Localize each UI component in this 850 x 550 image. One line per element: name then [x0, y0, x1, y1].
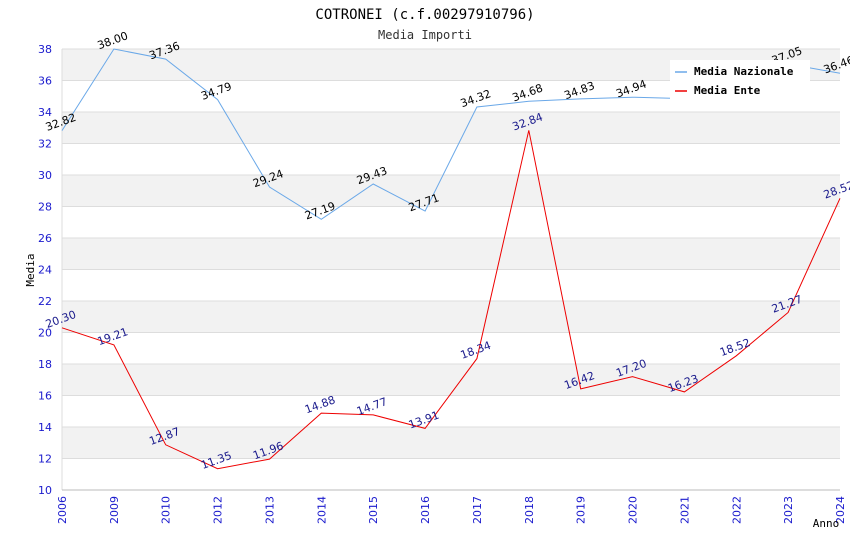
- plot-band: [62, 175, 840, 207]
- x-tick-label: 2022: [730, 496, 743, 524]
- x-tick-label: 2018: [523, 496, 536, 524]
- y-axis-label: Media: [24, 253, 37, 286]
- x-tick-label: 2019: [575, 496, 588, 524]
- x-tick-label: 2009: [108, 496, 121, 524]
- chart-subtitle: Media Importi: [378, 28, 472, 42]
- x-tick-label: 2023: [782, 496, 795, 524]
- y-tick-label: 20: [38, 327, 52, 340]
- grid-lines: [62, 48, 840, 491]
- x-axis-ticks: 2006 2009 2010 2012 2013 2014 2015 2016 2017 2018…: [56, 496, 847, 524]
- axes: [61, 49, 840, 491]
- plot-band: [62, 112, 840, 144]
- series-line-media-ente: [61, 130, 841, 470]
- x-tick-label: 2010: [160, 496, 173, 524]
- plot-band: [62, 364, 840, 396]
- legend-label-media-ente: Media Ente: [694, 84, 761, 97]
- y-tick-label: 24: [38, 264, 52, 277]
- x-tick-label: 2017: [471, 496, 484, 524]
- x-tick-label: 2013: [263, 496, 276, 524]
- y-tick-label: 18: [38, 358, 52, 371]
- plot-band: [62, 269, 840, 301]
- y-tick-label: 30: [38, 169, 52, 182]
- y-tick-label: 10: [38, 484, 52, 497]
- x-tick-label: 2015: [367, 496, 380, 524]
- plot-band: [62, 301, 840, 333]
- y-tick-label: 32: [38, 138, 52, 151]
- x-tick-label: 2014: [315, 496, 328, 524]
- y-tick-label: 14: [38, 421, 52, 434]
- y-axis-ticks: 10 12 14 16 18 20 22 24 26 28 30 32 34 36 38: [38, 43, 52, 497]
- legend: Media Nazionale Media Ente: [670, 60, 810, 102]
- plot-band: [62, 458, 840, 490]
- y-tick-label: 38: [38, 43, 52, 56]
- x-tick-label: 2020: [627, 496, 640, 524]
- x-tick-label: 2012: [212, 496, 225, 524]
- x-tick-label: 2006: [56, 496, 69, 524]
- y-tick-label: 16: [38, 390, 52, 403]
- x-axis-label: Anno: [813, 517, 840, 530]
- legend-box: [670, 60, 810, 102]
- y-tick-label: 26: [38, 232, 52, 245]
- plot-bands: [62, 49, 840, 490]
- x-tick-label: 2024: [834, 496, 847, 524]
- plot-band: [62, 238, 840, 270]
- y-tick-label: 28: [38, 201, 52, 214]
- chart-title: COTRONEI (c.f.00297910796): [315, 7, 534, 23]
- plot-band: [62, 206, 840, 238]
- plot-band: [62, 395, 840, 427]
- x-tick-label: 2016: [419, 496, 432, 524]
- y-tick-label: 34: [38, 106, 52, 119]
- legend-label-media-nazionale: Media Nazionale: [694, 65, 794, 78]
- y-tick-label: 36: [38, 75, 52, 88]
- y-tick-label: 22: [38, 295, 52, 308]
- x-tick-label: 2021: [678, 496, 691, 524]
- plot-band: [62, 332, 840, 364]
- plot-band: [62, 427, 840, 459]
- y-tick-label: 12: [38, 453, 52, 466]
